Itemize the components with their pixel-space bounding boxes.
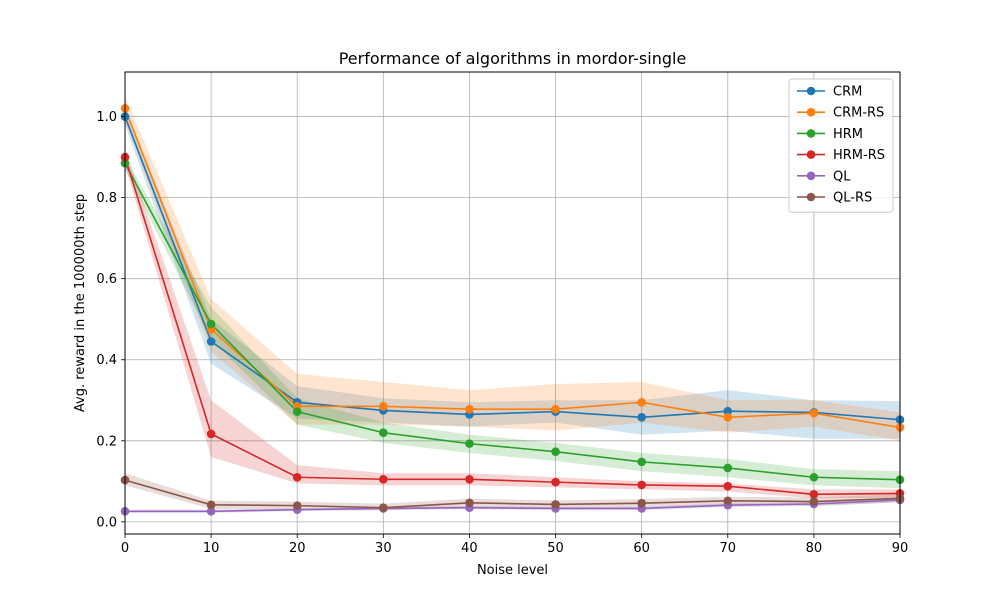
point-hrm-rs (379, 474, 388, 484)
point-ql-rs (379, 503, 388, 512)
point-ql-rs (292, 501, 302, 510)
legend: CRM CRM-RS HRM HRM-RS QL QL-RS (788, 78, 894, 213)
x-tick-label: 10 (203, 541, 220, 556)
x-tick-label: 0 (121, 541, 129, 556)
y-tick-label: 0.8 (96, 191, 117, 206)
point-crm-rs (637, 397, 646, 407)
chart-title: Performance of algorithms in mordor-sing… (339, 49, 687, 68)
point-ql-rs (551, 500, 560, 509)
point-hrm (809, 472, 819, 482)
point-ql (206, 507, 216, 516)
series-lines (124, 108, 901, 513)
x-tick-label: 50 (547, 541, 564, 556)
point-ql-rs (637, 498, 646, 508)
point-hrm (292, 407, 302, 416)
legend-marker-hrm-rs (806, 150, 816, 159)
x-tick-label: 90 (892, 541, 909, 556)
point-hrm (465, 439, 474, 448)
y-tick-label: 0.4 (96, 353, 117, 368)
point-crm-rs (723, 412, 733, 422)
point-ql-rs (206, 500, 216, 510)
y-tick-label: 0.0 (96, 515, 117, 530)
point-hrm (551, 447, 560, 457)
point-crm-rs (379, 402, 388, 411)
legend-label-ql: QL (833, 169, 851, 184)
point-crm-rs (551, 404, 560, 414)
x-tick-label: 20 (289, 541, 306, 556)
point-hrm (206, 319, 216, 329)
legend-label-hrm: HRM (833, 127, 863, 142)
x-tick-label: 80 (806, 541, 823, 556)
legend-marker-crm-rs (806, 107, 816, 117)
y-tick-label: 1.0 (96, 110, 117, 125)
point-hrm-rs (637, 480, 646, 490)
y-tick-label: 0.6 (96, 272, 117, 287)
legend-label-crm: CRM (833, 85, 862, 100)
y-tick-label: 0.2 (96, 434, 117, 449)
line-hrm-rs (124, 156, 901, 496)
point-crm-rs (809, 408, 819, 418)
legend-marker-hrm (806, 129, 816, 138)
point-hrm-rs (809, 489, 819, 499)
point-crm (723, 406, 733, 416)
x-tick-label: 70 (720, 541, 737, 556)
point-ql-rs (465, 498, 474, 508)
line-hrm (124, 162, 901, 481)
band-hrm (125, 157, 900, 489)
x-tick-label: 60 (633, 541, 650, 556)
axis-ticks: 0 10 20 30 40 50 60 70 80 90 0.0 0.2 0.4 0.6 0.8 1.0 (96, 110, 908, 556)
x-tick-label: 30 (375, 541, 392, 556)
legend-label-crm-rs: CRM-RS (833, 106, 884, 121)
point-hrm-rs (723, 481, 733, 491)
line-crm (124, 116, 901, 421)
point-hrm-rs (551, 477, 560, 487)
legend-marker-ql (806, 171, 816, 181)
x-tick-label: 40 (461, 541, 478, 556)
legend-marker-crm (806, 86, 816, 96)
point-ql-rs (809, 497, 819, 506)
point-hrm (379, 428, 388, 437)
x-axis-title: Noise level (477, 563, 548, 578)
plot-frame (124, 71, 901, 535)
band-crm-rs (125, 96, 900, 441)
band-crm (125, 108, 900, 439)
legend-marker-ql-rs (806, 192, 816, 202)
point-hrm (723, 463, 733, 473)
line-ql (125, 499, 901, 513)
point-hrm-rs (465, 474, 474, 484)
legend-label-hrm-rs: HRM-RS (833, 148, 885, 163)
point-hrm-rs (292, 472, 302, 482)
point-crm (637, 412, 646, 422)
point-hrm-rs (206, 429, 216, 439)
legend-label-ql-rs: QL-RS (833, 191, 872, 206)
point-crm-rs (465, 404, 474, 414)
y-axis-title: Avg. reward in the 100000th step (73, 194, 88, 412)
point-hrm (637, 457, 646, 467)
point-ql-rs (723, 496, 733, 506)
point-crm (206, 337, 216, 346)
line-ql-rs (124, 479, 901, 509)
